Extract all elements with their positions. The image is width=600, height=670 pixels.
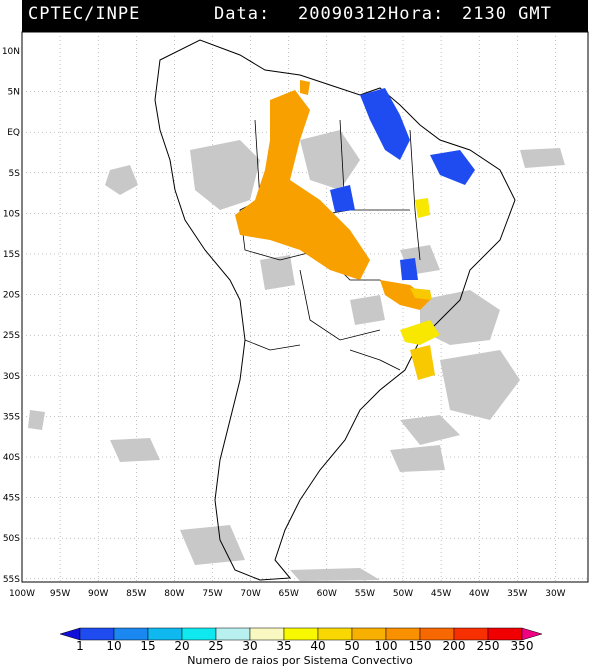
lat-tick-label: 40S (3, 453, 20, 463)
colorbar-tick: 30 (242, 639, 257, 653)
lon-tick-label: 65W (279, 589, 299, 599)
lat-tick-label: 5S (9, 169, 21, 179)
hour-label: Hora: (388, 4, 445, 24)
date-label: Data: (214, 4, 271, 24)
lat-tick-label: 30S (3, 372, 20, 382)
lon-tick-label: 60W (317, 589, 337, 599)
date-value: 20090312 (298, 4, 388, 24)
lat-tick-label: 35S (3, 412, 20, 422)
colorbar-tick: 40 (310, 639, 325, 653)
colorbar-tick: 1 (76, 639, 84, 653)
colorbar-tick-labels: 1 10 15 20 25 30 35 40 50 100 150 200 250 350 (76, 639, 533, 653)
latitude-labels: 10N 5N EQ 5S 10S 15S 20S 25S 30S 35S 40S 45S 50S 55S (2, 47, 20, 585)
lat-tick-label: 55S (3, 575, 20, 585)
hour-value: 2130 GMT (462, 4, 552, 24)
lon-tick-label: 70W (240, 589, 260, 599)
colorbar-tick: 20 (174, 639, 189, 653)
colorbar-tick: 250 (477, 639, 500, 653)
lat-tick-label: 5N (8, 88, 20, 98)
lon-tick-label: 85W (126, 589, 146, 599)
longitude-labels: 100W 95W 90W 85W 80W 75W 70W 65W 60W 55W 50W 45W 40W… (9, 589, 566, 599)
lightning-systems (235, 80, 475, 380)
lon-tick-label: 35W (507, 589, 527, 599)
lat-tick-label: 20S (3, 291, 20, 301)
colorbar-tick: 35 (276, 639, 291, 653)
colorbar-tick: 350 (511, 639, 534, 653)
source-label: CPTEC/INPE (28, 4, 141, 24)
lat-tick-label: 15S (3, 250, 20, 260)
lat-tick-label: 45S (3, 494, 20, 504)
lon-tick-label: 50W (393, 589, 413, 599)
lon-tick-label: 75W (202, 589, 222, 599)
colorbar-tick: 150 (409, 639, 432, 653)
colorbar (59, 627, 543, 641)
colorbar-swatch (521, 627, 543, 641)
lat-tick-label: 50S (3, 534, 20, 544)
colorbar-tick: 10 (106, 639, 121, 653)
lon-tick-label: 55W (355, 589, 375, 599)
colorbar-tick: 100 (375, 639, 398, 653)
lat-tick-label: EQ (7, 128, 20, 138)
colorbar-tick: 15 (140, 639, 155, 653)
lon-tick-label: 45W (431, 589, 451, 599)
cloud-cover (28, 130, 565, 581)
colorbar-tick: 50 (344, 639, 359, 653)
lat-tick-label: 10S (3, 209, 20, 219)
lat-tick-label: 10N (2, 47, 20, 57)
lon-tick-label: 80W (164, 589, 184, 599)
lon-tick-label: 40W (469, 589, 489, 599)
lon-tick-label: 100W (9, 589, 35, 599)
colorbar-tick: 25 (208, 639, 223, 653)
lat-tick-label: 25S (3, 331, 20, 341)
colorbar-label: Numero de raios por Sistema Convectivo (187, 654, 413, 667)
lon-tick-label: 30W (545, 589, 565, 599)
lon-tick-label: 95W (50, 589, 70, 599)
lon-tick-label: 90W (88, 589, 108, 599)
map-header: CPTEC/INPE Data: 20090312 Hora: 2130 GMT (22, 0, 588, 32)
colorbar-tick: 200 (443, 639, 466, 653)
